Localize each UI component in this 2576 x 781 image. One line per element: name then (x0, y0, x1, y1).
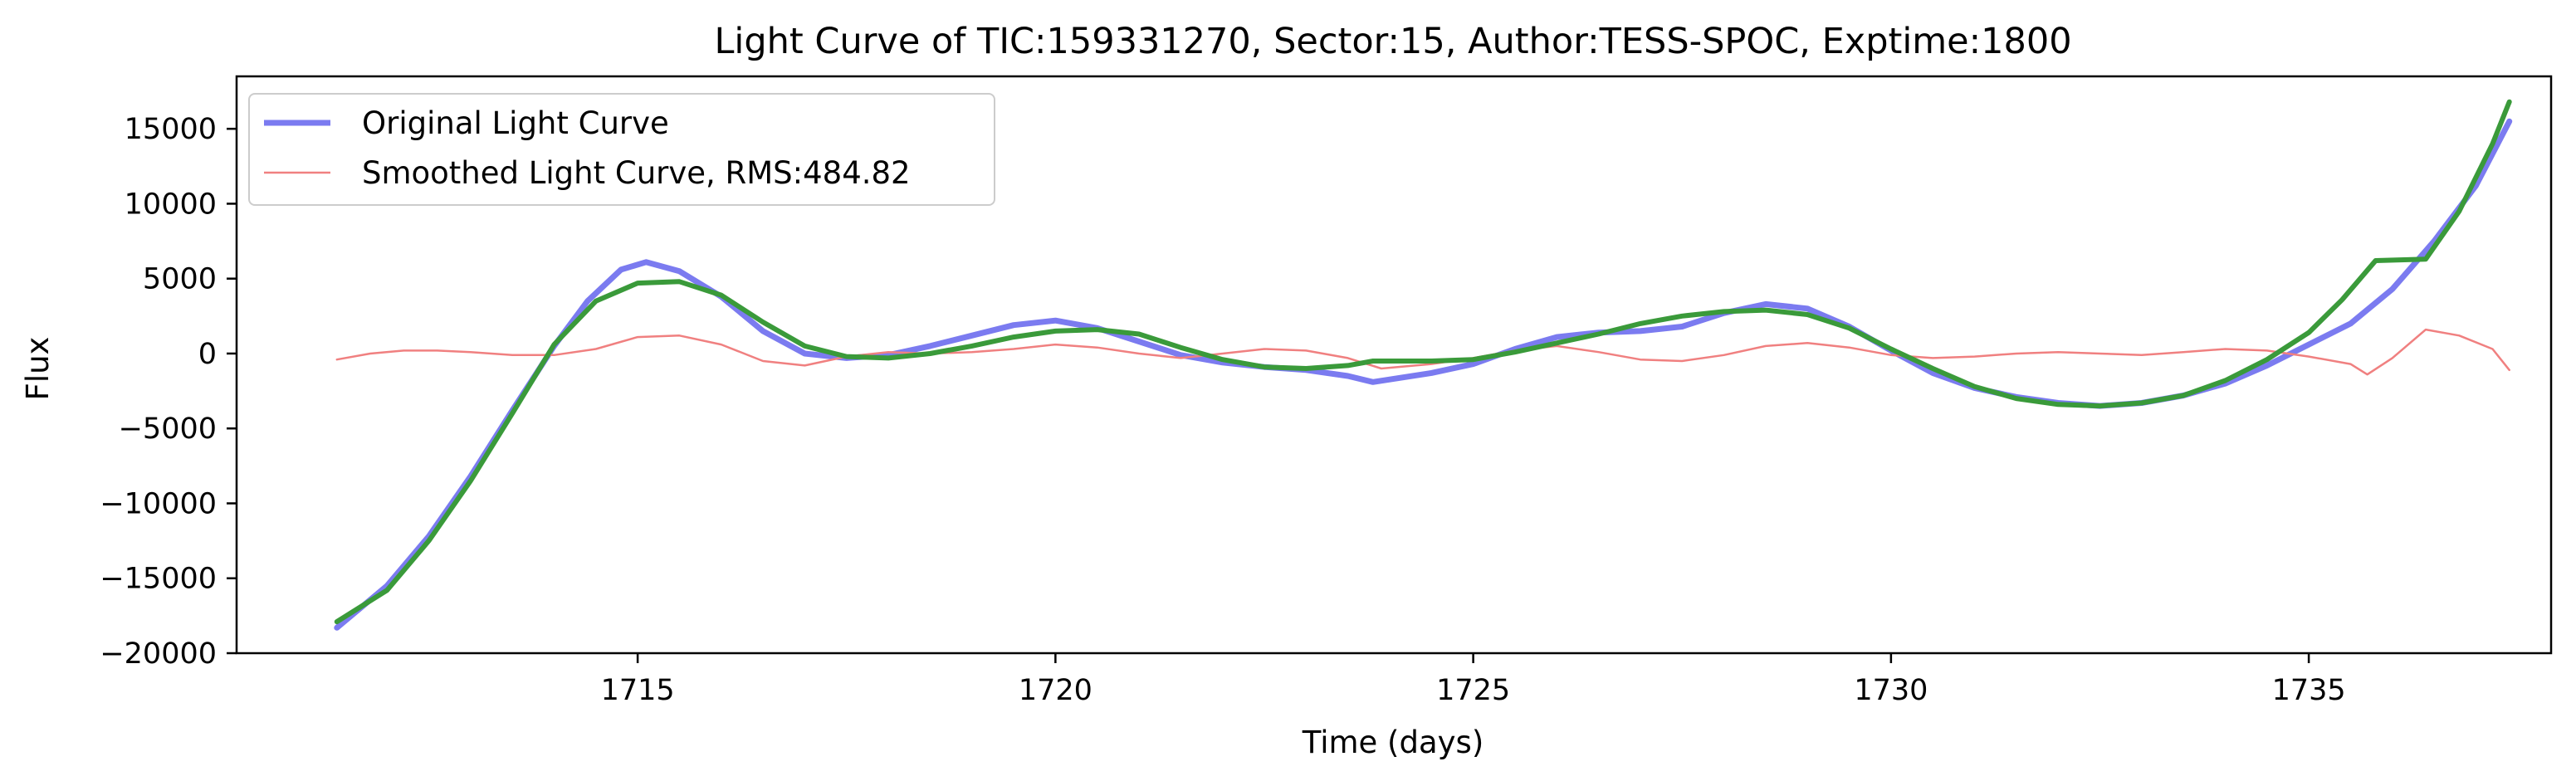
y-tick-label: −20000 (100, 637, 217, 671)
legend: Original Light Curve Smoothed Light Curv… (248, 93, 995, 206)
x-tick-label: 1735 (2272, 674, 2346, 707)
legend-label-smoothed: Smoothed Light Curve, RMS:484.82 (362, 155, 911, 191)
y-tick-label: −15000 (100, 563, 217, 596)
axes-frame (235, 75, 2553, 655)
x-tick-label: 1725 (1436, 674, 1510, 707)
plot-area (334, 99, 2513, 631)
x-tick-label: 1715 (601, 674, 675, 707)
y-tick-label: 0 (198, 338, 217, 371)
legend-label-original: Original Light Curve (362, 105, 669, 141)
axes-ticks: 1715 1720 1725 1730 1735 −20000 −15000 −10000 −5… (100, 75, 2553, 707)
x-tick-label: 1730 (1854, 674, 1928, 707)
y-axis-label: Flux (20, 337, 56, 401)
legend-box (248, 93, 995, 206)
y-tick-label: 5000 (143, 263, 217, 296)
series-line-smoothed (335, 328, 2510, 376)
x-tick-label: 1720 (1019, 674, 1092, 707)
x-axis-label: Time (days) (1302, 725, 1484, 760)
series-line-fit (334, 99, 2512, 625)
chart-title: Light Curve of TIC:159331270, Sector:15,… (714, 21, 2071, 62)
y-tick-label: 10000 (125, 188, 217, 221)
y-tick-label: −5000 (119, 412, 217, 446)
y-tick-label: −10000 (100, 487, 217, 520)
y-tick-label: 15000 (125, 113, 217, 146)
